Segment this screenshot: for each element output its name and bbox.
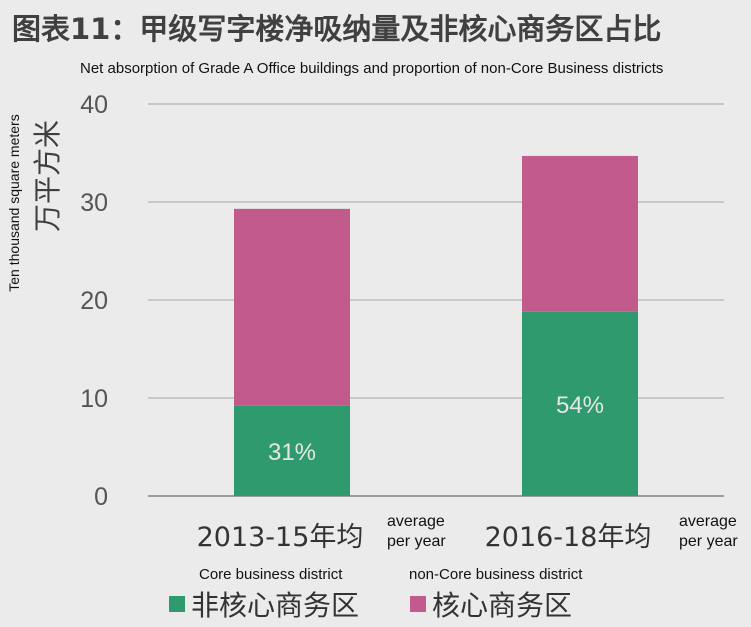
legend-label-zh-noncore: 核心商务区 [432,589,573,622]
x-tick-label: 2013-15年均 [197,522,364,553]
legend-label-zh-core: 非核心商务区 [191,589,360,622]
data-label: 54% [556,392,604,419]
legend-label-en-noncore: non-Core business district [409,566,583,583]
legend-swatch-noncore [410,596,426,612]
category-note: per year [679,533,738,550]
x-tick-label: 2016-18年均 [485,522,652,553]
bar-noncore [234,208,350,406]
y-tick-label: 10 [80,385,108,413]
bar-core [522,311,638,496]
legend-label-en-core: Core business district [199,566,343,583]
y-tick-label: 30 [80,189,108,217]
chart-title: 图表11：甲级写字楼净吸纳量及非核心商务区占比 [12,12,662,46]
y-tick-label: 0 [94,483,108,511]
chart-subtitle: Net absorption of Grade A Office buildin… [80,60,664,77]
legend-swatch-core [169,596,185,612]
category-note: average [679,513,737,530]
legend-item-core: 非核心商务区 [169,584,359,624]
category-note: average [387,513,445,530]
y-tick-label: 20 [80,287,108,315]
data-label: 31% [268,439,316,466]
bar-core [234,405,350,496]
category-note: per year [387,533,446,550]
bar-noncore [522,155,638,312]
legend-item-noncore: 核心商务区 [410,584,572,624]
y-tick-label: 40 [80,91,108,119]
